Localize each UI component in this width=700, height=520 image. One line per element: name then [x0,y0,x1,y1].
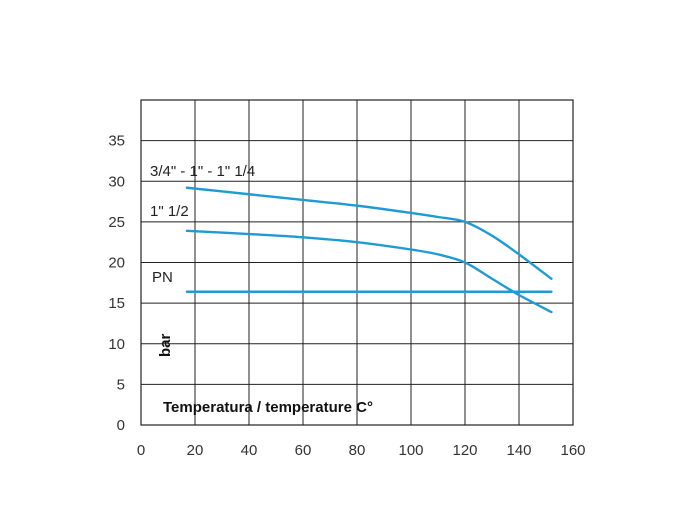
y-tick-label: 5 [117,376,125,393]
y-tick-label: 35 [108,133,125,150]
x-tick-label: 60 [295,442,312,459]
y-tick-label: 20 [108,255,125,272]
y-tick-label: 30 [108,173,125,190]
grid [141,100,573,425]
series-label-1-1-2: 1" 1/2 [150,203,189,220]
series [185,186,553,314]
series-labels: 3/4" - 1" - 1" 1/4 1" 1/2 PN [150,163,255,286]
series-line-1-1-2 [185,229,553,314]
x-tick-label: 140 [506,442,531,459]
plot-frame [140,99,574,426]
tick-labels: 0 20 40 60 80 100 120 140 160 0 5 10 15 20 25 30 35 [108,133,585,459]
x-tick-label: 0 [137,442,145,459]
x-tick-label: 40 [241,442,258,459]
series-line-small-sizes [185,186,553,280]
x-tick-label: 100 [398,442,423,459]
x-tick-label: 160 [560,442,585,459]
x-tick-label: 120 [452,442,477,459]
y-tick-label: 0 [117,417,125,434]
series-label-pn: PN [152,269,173,286]
y-axis-label: bar [157,333,174,357]
x-tick-label: 20 [187,442,204,459]
y-tick-label: 25 [108,214,125,231]
y-tick-label: 15 [108,295,125,312]
y-tick-label: 10 [108,336,125,353]
x-axis-label: Temperatura / temperature C° [163,399,373,416]
x-tick-label: 80 [349,442,366,459]
series-label-small-sizes: 3/4" - 1" - 1" 1/4 [150,163,255,180]
